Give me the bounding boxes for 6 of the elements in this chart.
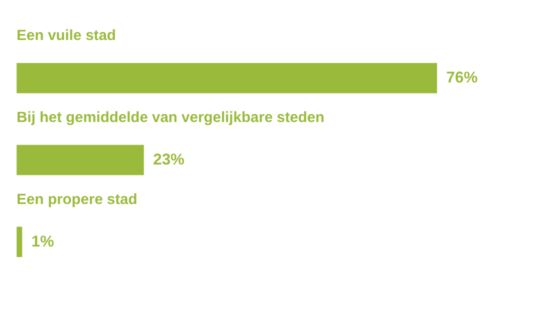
data-label: 23% [153,152,185,169]
data-label: 1% [31,234,54,251]
y-tick-label: Een vuile stad [16,28,116,44]
y-tick-label: Bij het gemiddelde van vergelijkbare steden [16,110,324,126]
y-tick-label: Een propere stad [16,192,138,208]
data-label: 76% [446,70,478,87]
